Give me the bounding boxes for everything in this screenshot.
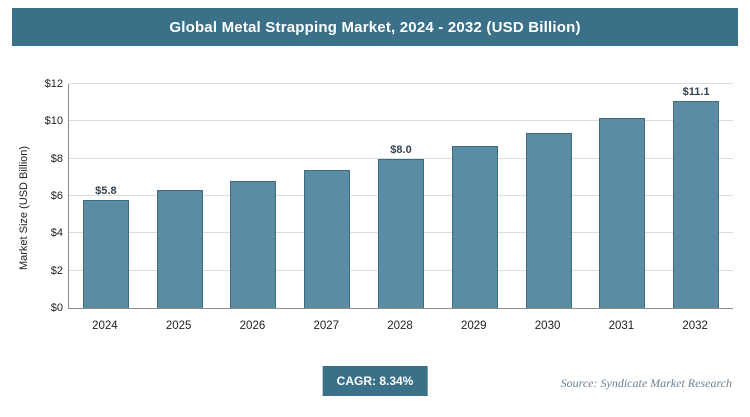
bar-2032 [673, 100, 720, 308]
y-tick-label: $12 [44, 78, 63, 90]
bar-slot [217, 84, 291, 308]
x-tick-label: 2028 [387, 320, 413, 332]
chart-title: Global Metal Strapping Market, 2024 - 20… [169, 18, 581, 36]
x-tick-label: 2025 [165, 320, 192, 332]
x-tick-label: 2032 [682, 320, 708, 332]
bar-slot [143, 84, 217, 308]
y-tick-label: $0 [50, 302, 63, 314]
bar-slot: $5.8 [69, 84, 143, 308]
x-tick-label: 2029 [461, 320, 487, 332]
x-tick-label: 2026 [239, 320, 266, 332]
bar-value-label: $5.8 [95, 184, 117, 197]
bar-slot [290, 84, 364, 308]
bar-slot [438, 84, 512, 308]
bar-2028 [378, 158, 425, 308]
bar-2025 [156, 190, 203, 308]
bar-2027 [304, 169, 351, 308]
gridline [69, 83, 733, 84]
gridline [69, 120, 733, 122]
bar-slot: $11.1 [659, 84, 733, 308]
source-attribution: Source: Syndicate Market Research [560, 376, 732, 390]
bar-2029 [451, 145, 498, 308]
bar-series: $5.8 $8.0 $11.1 [69, 84, 733, 308]
x-tick-label: 2030 [534, 320, 561, 332]
y-axis-label: Market Size (USD Billion) [18, 145, 30, 271]
x-tick-label: 2031 [608, 320, 635, 332]
gridline [69, 157, 733, 159]
y-tick-label: $4 [50, 227, 63, 240]
bar-2026 [230, 181, 277, 308]
bar-slot [512, 84, 586, 308]
y-tick-label: $6 [50, 190, 63, 202]
bar-2031 [599, 117, 646, 308]
bar-slot [585, 84, 659, 308]
chart-area: Market Size (USD Billion) $5.8 $8.0 $11.1 … [0, 62, 750, 342]
y-tick-label: $2 [50, 264, 63, 277]
y-tick-label: $8 [50, 152, 63, 165]
x-tick-label: 2027 [313, 320, 340, 332]
bar-value-label: $11.1 [682, 85, 710, 98]
chart-footer: CAGR: 8.34% Source: Syndicate Market Res… [0, 362, 750, 406]
bar-2024 [82, 199, 129, 308]
bar-2030 [525, 132, 572, 308]
plot-area: $5.8 $8.0 $11.1 $0 $2 $4 $6 $8 $10 $12 [45, 78, 733, 314]
cagr-badge: CAGR: 8.34% [322, 366, 428, 396]
bar-slot: $8.0 [364, 84, 438, 308]
x-axis-labels: 2024 2025 2026 2027 2028 2029 2030 2031 2032 [68, 314, 732, 332]
x-tick-label: 2024 [92, 320, 118, 332]
chart-title-banner: Global Metal Strapping Market, 2024 - 20… [12, 8, 738, 46]
y-tick-label: $10 [44, 115, 63, 128]
bar-value-label: $8.0 [390, 143, 412, 156]
